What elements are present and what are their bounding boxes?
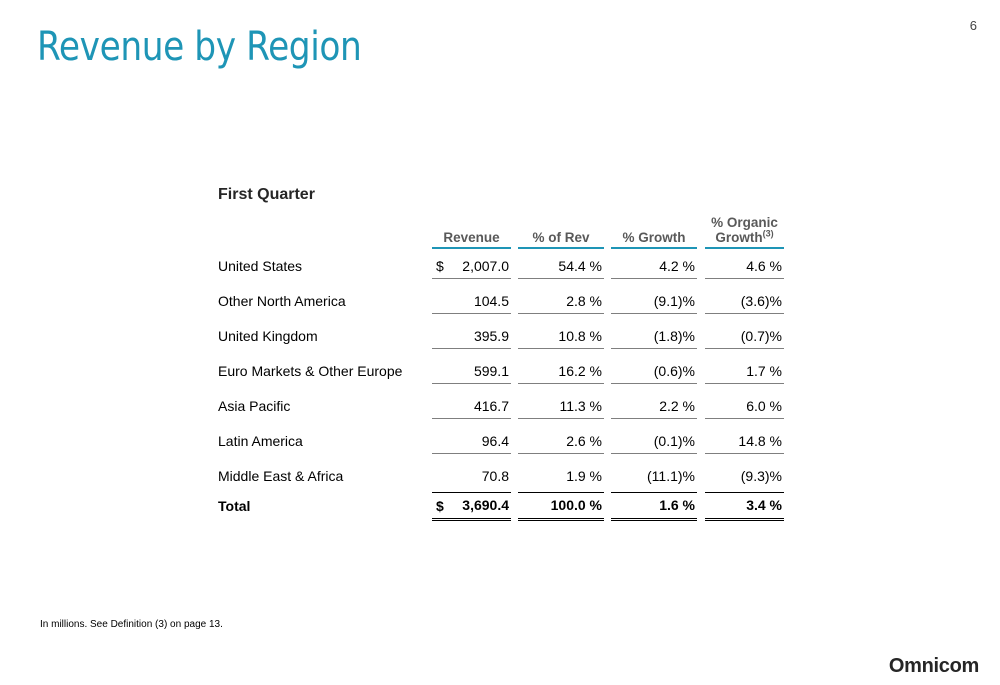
table-row: United States $ 2,007.0 54.4 % 4.2 % 4.6… [0, 254, 1000, 279]
revenue-cell: 395.9 [432, 324, 511, 349]
pct-rev-cell: 2.6 % [518, 429, 604, 454]
organic-cell: 1.7 % [705, 359, 784, 384]
table-row: Middle East & Africa 70.8 1.9 % (11.1)% … [0, 464, 1000, 488]
row-label: United States [218, 258, 303, 274]
growth-cell: (11.1)% [647, 468, 695, 484]
organic-cell: 4.6 % [705, 254, 784, 279]
row-label: Latin America [218, 433, 303, 449]
currency-symbol: $ [436, 258, 444, 274]
table-row: Euro Markets & Other Europe 599.1 16.2 %… [0, 359, 1000, 384]
column-header-revenue: Revenue [432, 213, 511, 249]
row-label: Other North America [218, 293, 346, 309]
page-number: 6 [969, 18, 977, 33]
organic-cell: (9.3)% [740, 468, 782, 484]
brand-logo: Omnicom [888, 655, 979, 677]
pct-rev-cell: 16.2 % [518, 359, 604, 384]
revenue-cell: 416.7 [432, 394, 511, 419]
pct-rev-cell: 54.4 % [518, 254, 604, 279]
pct-rev-cell: 10.8 % [518, 324, 604, 349]
revenue-cell: 96.4 [432, 429, 511, 454]
growth-cell: 2.2 % [611, 394, 697, 419]
revenue-cell: 599.1 [432, 359, 511, 384]
column-header-organic-growth: % Organic Growth(3) [705, 213, 784, 249]
organic-cell: 14.8 % [705, 429, 784, 454]
total-label: Total [218, 498, 251, 514]
total-pct-rev-cell: 100.0 % [518, 492, 604, 521]
currency-symbol: $ [436, 498, 444, 514]
organic-cell: (0.7)% [705, 324, 784, 349]
row-label: Euro Markets & Other Europe [218, 363, 403, 379]
row-label: Middle East & Africa [218, 468, 344, 484]
total-growth-cell: 1.6 % [611, 492, 697, 521]
table-row: United Kingdom 395.9 10.8 % (1.8)% (0.7)… [0, 324, 1000, 349]
pct-rev-cell: 1.9 % [566, 468, 602, 484]
organic-cell: (3.6)% [705, 289, 784, 314]
total-organic-cell: 3.4 % [705, 492, 784, 521]
table-row: Latin America 96.4 2.6 % (0.1)% 14.8 % [0, 429, 1000, 454]
pct-rev-cell: 11.3 % [518, 394, 604, 419]
table-row: Asia Pacific 416.7 11.3 % 2.2 % 6.0 % [0, 394, 1000, 419]
table-row: Other North America 104.5 2.8 % (9.1)% (… [0, 289, 1000, 314]
total-row: Total $ 3,690.4 100.0 % 1.6 % 3.4 % [0, 492, 1000, 521]
row-label: United Kingdom [218, 328, 318, 344]
total-revenue-cell: 3,690.4 [432, 492, 511, 521]
growth-cell: (1.8)% [611, 324, 697, 349]
growth-cell: 4.2 % [611, 254, 697, 279]
pct-rev-cell: 2.8 % [518, 289, 604, 314]
row-label: Asia Pacific [218, 398, 291, 414]
revenue-cell: 2,007.0 [432, 254, 511, 279]
growth-cell: (0.1)% [611, 429, 697, 454]
section-title: First Quarter [218, 186, 315, 203]
revenue-cell: 70.8 [481, 468, 509, 484]
footnote: In millions. See Definition (3) on page … [40, 619, 223, 630]
slide-title: Revenue by Region [37, 24, 362, 70]
revenue-cell: 104.5 [432, 289, 511, 314]
organic-cell: 6.0 % [705, 394, 784, 419]
growth-cell: (0.6)% [611, 359, 697, 384]
column-header-pct-rev: % of Rev [518, 213, 604, 249]
growth-cell: (9.1)% [611, 289, 697, 314]
column-header-pct-growth: % Growth [611, 213, 697, 249]
